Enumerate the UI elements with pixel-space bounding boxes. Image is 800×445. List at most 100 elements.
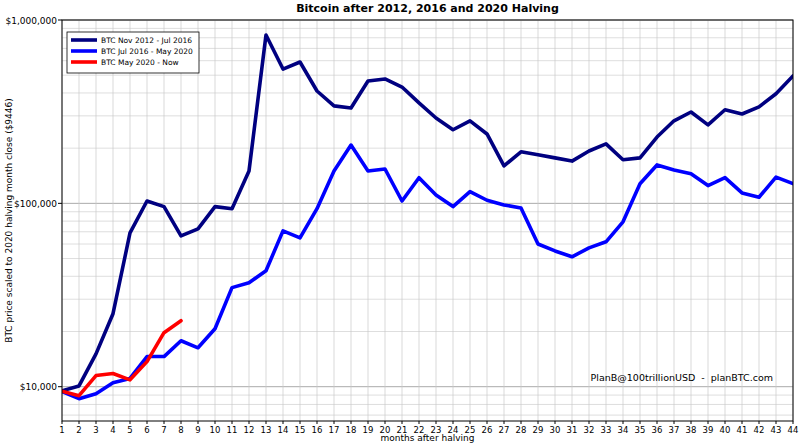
minor-grid-line <box>62 231 793 232</box>
annotation: PlanB@100trillionUSD - planBTC.com <box>591 372 773 383</box>
x-grid-line <box>249 20 250 421</box>
x-grid-line <box>402 20 403 421</box>
x-grid-line <box>266 20 267 421</box>
y-tick-label: $10,000 <box>20 382 57 392</box>
legend-swatch <box>71 38 97 42</box>
x-tick-label: 5 <box>127 425 132 435</box>
legend-label: BTC Nov 2012 - Jul 2016 <box>101 36 192 45</box>
x-tick-label: 12 <box>244 425 255 435</box>
x-grid-line <box>708 20 709 421</box>
minor-grid-line <box>62 148 793 149</box>
x-grid-line <box>674 20 675 421</box>
x-tick-label: 31 <box>567 425 578 435</box>
x-tick-label: 35 <box>635 425 646 435</box>
x-tick-label: 40 <box>720 425 731 435</box>
x-tick-label: 39 <box>703 425 714 435</box>
x-tick-label: 4 <box>110 425 115 435</box>
x-grid-line <box>283 20 284 421</box>
plot-area <box>62 35 793 399</box>
x-tick-label: 2 <box>76 425 81 435</box>
x-tick-label: 44 <box>788 425 799 435</box>
legend-label: BTC May 2020 - Now <box>101 58 179 67</box>
x-tick-label: 30 <box>550 425 561 435</box>
x-tick-label: 18 <box>346 425 357 435</box>
x-grid-line <box>691 20 692 421</box>
x-tick-label: 8 <box>178 425 183 435</box>
x-tick-label: 10 <box>210 425 221 435</box>
minor-grid-line <box>62 415 793 416</box>
x-tick-label: 29 <box>533 425 544 435</box>
x-grid-line <box>130 20 131 421</box>
x-tick-label: 6 <box>144 425 149 435</box>
x-grid-line <box>742 20 743 421</box>
x-grid-line <box>351 20 352 421</box>
grid <box>62 20 793 421</box>
y-tick <box>58 386 62 387</box>
background <box>0 0 800 445</box>
x-tick-label: 17 <box>329 425 340 435</box>
y-axis-label: BTC price scaled to 2020 halving month c… <box>4 98 14 343</box>
x-grid-line <box>725 20 726 421</box>
series-line <box>62 321 181 396</box>
y-tick-label: $1,000,000 <box>5 16 57 26</box>
x-grid-line <box>198 20 199 421</box>
x-grid-line <box>776 20 777 421</box>
x-tick-label: 32 <box>584 425 595 435</box>
x-tick-label: 14 <box>278 425 289 435</box>
y-tick <box>58 203 62 204</box>
minor-grid-line <box>62 299 793 300</box>
x-tick-label: 36 <box>652 425 663 435</box>
legend-box <box>67 32 199 73</box>
x-grid-line <box>96 20 97 421</box>
x-grid-line <box>215 20 216 421</box>
x-tick-label: 27 <box>499 425 510 435</box>
x-tick-label: 38 <box>686 425 697 435</box>
minor-grid-line <box>62 395 793 396</box>
x-grid-line <box>453 20 454 421</box>
x-grid-line <box>640 20 641 421</box>
x-grid-line <box>470 20 471 421</box>
chart: $10,000$100,000$1,000,000123456789101112… <box>0 0 800 445</box>
x-tick-label: 11 <box>227 425 238 435</box>
x-grid-line <box>606 20 607 421</box>
x-grid-line <box>300 20 301 421</box>
series-line <box>62 145 793 399</box>
x-tick-label: 19 <box>363 425 374 435</box>
minor-grid-line <box>62 276 793 277</box>
x-grid-line <box>759 20 760 421</box>
x-tick-label: 13 <box>261 425 272 435</box>
x-grid-line <box>589 20 590 421</box>
x-tick-label: 3 <box>93 425 98 435</box>
title: Bitcoin after 2012, 2016 and 2020 Halvin… <box>296 2 559 15</box>
x-grid-line <box>419 20 420 421</box>
axes: $10,000$100,000$1,000,000123456789101112… <box>5 16 798 436</box>
x-tick-label: 9 <box>195 425 200 435</box>
x-grid-line <box>555 20 556 421</box>
minor-grid-line <box>62 75 793 76</box>
legend: BTC Nov 2012 - Jul 2016BTC Jul 2016 - Ma… <box>67 32 199 73</box>
minor-grid-line <box>62 404 793 405</box>
x-tick-label: 7 <box>161 425 166 435</box>
minor-grid-line <box>62 92 793 93</box>
x-grid-line <box>164 20 165 421</box>
x-grid-line <box>436 20 437 421</box>
x-tick-label: 28 <box>516 425 527 435</box>
x-grid-line <box>181 20 182 421</box>
y-grid-line <box>62 203 793 204</box>
plot-frame <box>62 20 793 421</box>
x-tick-label: 34 <box>618 425 629 435</box>
x-tick-label: 16 <box>312 425 323 435</box>
x-grid-line <box>538 20 539 421</box>
minor-grid-line <box>62 244 793 245</box>
minor-grid-line <box>62 331 793 332</box>
x-tick-label: 33 <box>601 425 612 435</box>
y-tick-label: $100,000 <box>14 199 57 209</box>
legend-swatch <box>71 49 97 53</box>
x-tick-label: 15 <box>295 425 306 435</box>
legend-swatch <box>71 60 97 64</box>
minor-grid-line <box>62 211 793 212</box>
x-axis-label: months after halving <box>381 433 475 443</box>
y-grid-line <box>62 386 793 387</box>
minor-grid-line <box>62 258 793 259</box>
x-grid-line <box>334 20 335 421</box>
